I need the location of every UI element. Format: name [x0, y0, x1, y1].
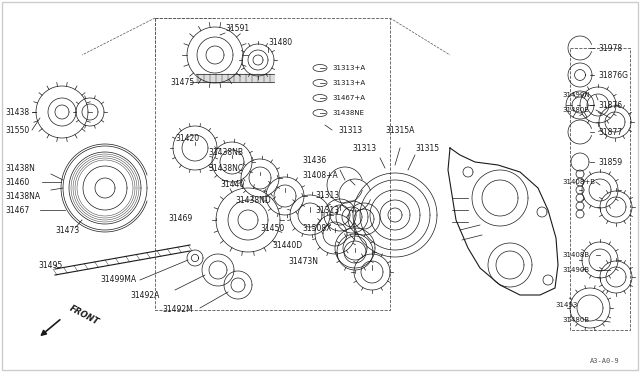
- Text: 31438NC: 31438NC: [208, 164, 243, 173]
- Text: 31438: 31438: [5, 108, 29, 116]
- Text: 31467+A: 31467+A: [332, 95, 365, 101]
- Text: 31408B: 31408B: [562, 252, 589, 258]
- Text: 31490B: 31490B: [562, 267, 589, 273]
- Text: 31492A: 31492A: [130, 291, 159, 299]
- Text: 31438NE: 31438NE: [332, 110, 364, 116]
- Text: 31508X: 31508X: [302, 224, 332, 232]
- Text: FRONT: FRONT: [68, 304, 100, 327]
- Text: 31313+A: 31313+A: [332, 65, 365, 71]
- Text: 31467: 31467: [5, 205, 29, 215]
- Text: 31591: 31591: [225, 23, 249, 32]
- Text: 31978: 31978: [598, 44, 622, 52]
- Text: 31495: 31495: [38, 260, 62, 269]
- Text: 31876: 31876: [598, 100, 622, 109]
- Text: 31436: 31436: [302, 155, 326, 164]
- Text: 31499N: 31499N: [562, 92, 589, 98]
- Text: 31473N: 31473N: [288, 257, 318, 266]
- Text: 31450: 31450: [260, 224, 284, 232]
- Text: A3-A0-9: A3-A0-9: [590, 358, 620, 364]
- Text: 31420: 31420: [175, 134, 199, 142]
- Text: 31473: 31473: [55, 225, 79, 234]
- Text: 31492M: 31492M: [162, 305, 193, 314]
- Text: 31313+A: 31313+A: [332, 80, 365, 86]
- Text: 31480B: 31480B: [562, 317, 589, 323]
- Text: 31859: 31859: [598, 157, 622, 167]
- Text: 31440: 31440: [220, 180, 244, 189]
- Text: 31438NB: 31438NB: [208, 148, 243, 157]
- Text: 31313: 31313: [352, 144, 376, 153]
- Text: 31313: 31313: [315, 190, 339, 199]
- Text: 31315A: 31315A: [385, 125, 414, 135]
- Text: 31469: 31469: [168, 214, 192, 222]
- Text: 31475: 31475: [170, 77, 195, 87]
- Text: 31550: 31550: [5, 125, 29, 135]
- Text: 31438NA: 31438NA: [5, 192, 40, 201]
- Text: 31408+A: 31408+A: [302, 170, 338, 180]
- Text: 31440D: 31440D: [272, 241, 302, 250]
- Text: 31438N: 31438N: [5, 164, 35, 173]
- Text: 31313: 31313: [315, 205, 339, 215]
- Text: 31460: 31460: [5, 177, 29, 186]
- Text: 31315: 31315: [415, 144, 439, 153]
- Text: 31877: 31877: [598, 128, 622, 137]
- Text: 31313: 31313: [338, 125, 362, 135]
- Text: 31408+B: 31408+B: [562, 179, 595, 185]
- Text: 31480E: 31480E: [562, 107, 589, 113]
- Text: 31438ND: 31438ND: [235, 196, 271, 205]
- Text: 31876G: 31876G: [598, 71, 628, 80]
- Text: 31480: 31480: [268, 38, 292, 46]
- Text: 31493: 31493: [555, 302, 577, 308]
- Text: 31499MA: 31499MA: [100, 276, 136, 285]
